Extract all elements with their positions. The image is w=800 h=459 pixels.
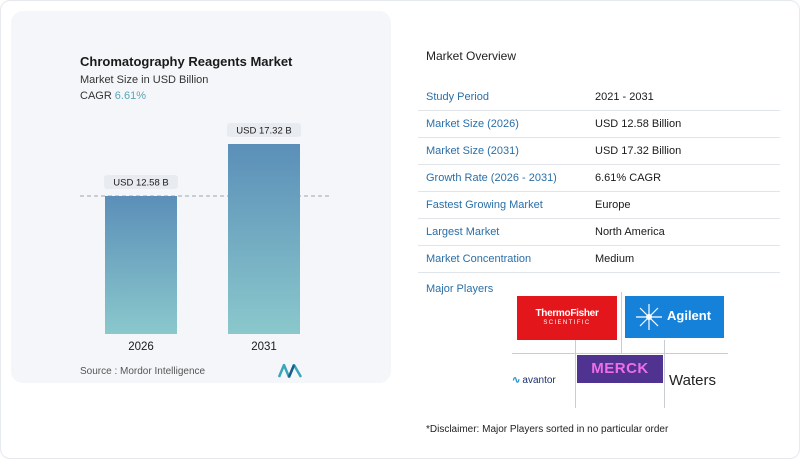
logo-divider [575, 340, 576, 408]
disclaimer-text: *Disclaimer: Major Players sorted in no … [426, 424, 669, 435]
x-tick-label: 2026 [128, 341, 154, 353]
agilent-spark-icon [636, 304, 662, 330]
overview-row: Study Period 2021 - 2031 [418, 84, 780, 111]
chart-subtitle: Market Size in USD Billion [80, 74, 209, 86]
avantor-mark-icon: ∿ [512, 375, 521, 386]
logo-divider [621, 292, 622, 353]
x-tick-label: 2031 [251, 341, 277, 353]
overview-key: Growth Rate (2026 - 2031) [426, 172, 557, 184]
overview-row: Largest Market North America [418, 219, 780, 246]
overview-row: Market Size (2026) USD 12.58 Billion [418, 111, 780, 138]
bar-2031 [228, 144, 300, 334]
cagr-value: 6.61% [114, 90, 146, 102]
overview-value: Europe [595, 199, 631, 211]
overview-value: USD 12.58 Billion [595, 118, 682, 130]
source-text: Source : Mordor Intelligence [80, 366, 206, 377]
overview-row: Growth Rate (2026 - 2031) 6.61% CAGR [418, 165, 780, 192]
overview-value: North America [595, 226, 665, 238]
merck-logo: MERCK [577, 355, 663, 383]
overview-key: Largest Market [426, 226, 500, 238]
cagr-line: CAGR 6.61% [80, 90, 146, 102]
overview-value: 2021 - 2031 [595, 91, 654, 103]
data-label: USD 12.58 B [113, 177, 168, 188]
overview-key: Market Concentration [426, 253, 532, 265]
chart-title: Chromatography Reagents Market [80, 54, 293, 69]
cagr-label: CAGR [80, 90, 112, 102]
chart-card [11, 11, 391, 383]
logo-divider [664, 340, 665, 408]
overview-value: Medium [595, 253, 635, 265]
overview-key: Market Size (2031) [426, 145, 519, 157]
overview-row: Fastest Growing Market Europe [418, 192, 780, 219]
overview-title: Market Overview [426, 49, 517, 63]
overview-row: Market Concentration Medium [418, 246, 780, 273]
overview-row: Market Size (2031) USD 17.32 Billion [418, 138, 780, 165]
agilent-logo-text: Agilent [667, 308, 712, 323]
agilent-logo: Agilent [625, 296, 724, 338]
data-label: USD 17.32 B [236, 126, 291, 137]
data-label-bg [227, 123, 301, 137]
major-players-label: Major Players [426, 283, 494, 295]
thermofisher-logo: ThermoFisher SCIENTIFIC [517, 296, 617, 340]
bar-2026 [105, 195, 177, 334]
thermofisher-logo-subtext: SCIENTIFIC [543, 320, 591, 326]
thermofisher-logo-text: ThermoFisher [535, 308, 599, 319]
waters-logo: Waters [669, 372, 716, 389]
data-label-bg [104, 174, 178, 189]
mordor-logo-icon [278, 364, 302, 378]
overview-key: Fastest Growing Market [426, 199, 543, 211]
overview-key: Study Period [426, 91, 489, 103]
avantor-logo: ∿ avantor [512, 375, 556, 386]
overview-table: Study Period 2021 - 2031 Market Size (202… [418, 84, 780, 273]
overview-key: Market Size (2026) [426, 118, 519, 130]
logo-divider [512, 353, 728, 354]
avantor-logo-text: avantor [522, 375, 556, 386]
overview-value: 6.61% CAGR [595, 172, 662, 184]
overview-value: USD 17.32 Billion [595, 145, 682, 157]
